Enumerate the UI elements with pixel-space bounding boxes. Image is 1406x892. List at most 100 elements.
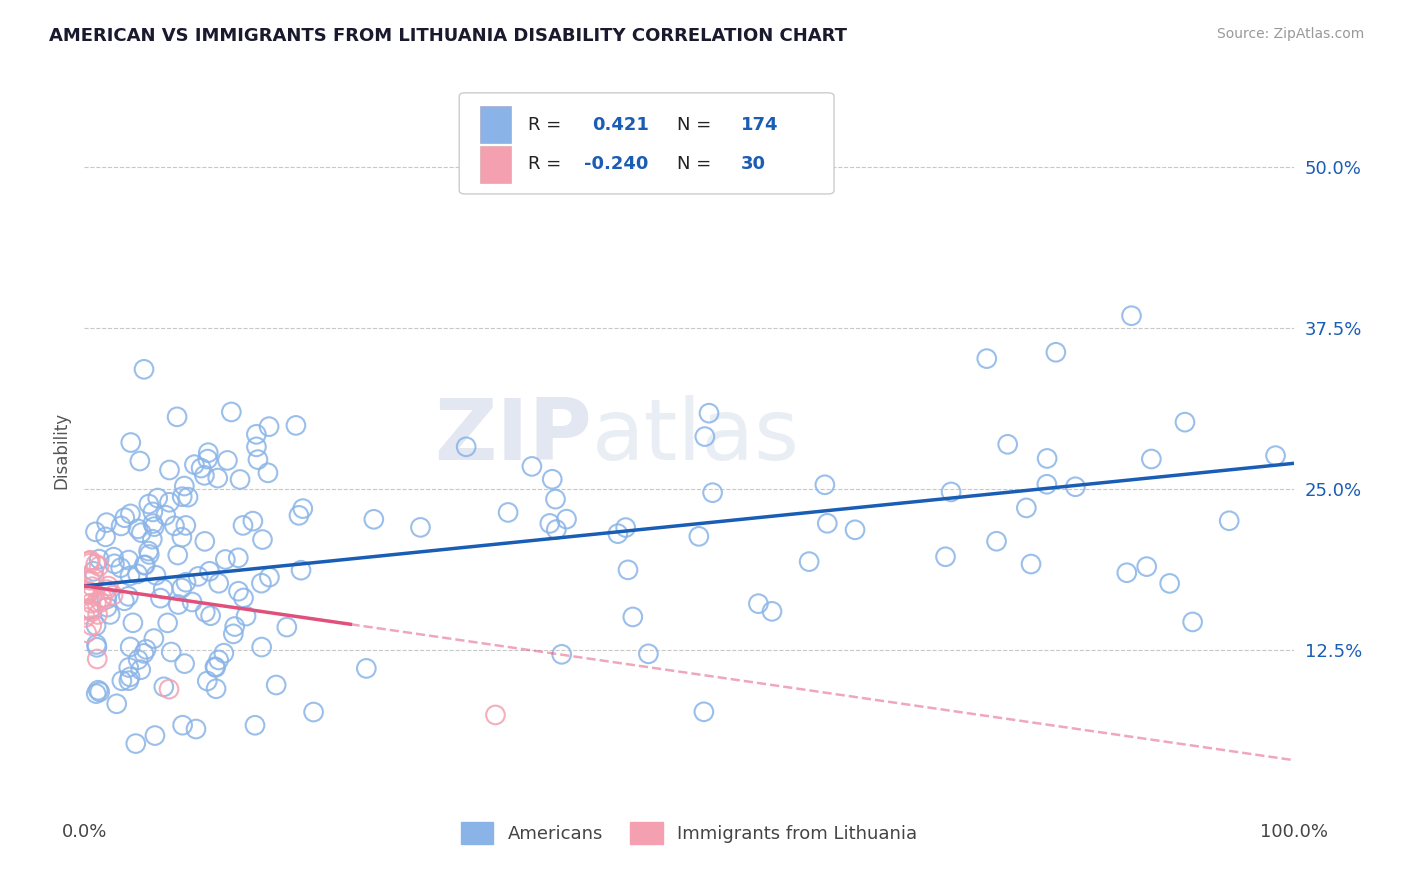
Point — [174, 575, 197, 590]
Point — [250, 576, 273, 591]
Point — [76, 587, 98, 601]
Point — [103, 550, 125, 565]
Point — [86, 640, 108, 655]
Point — [1159, 576, 1181, 591]
Point — [118, 670, 141, 684]
Point — [118, 660, 141, 674]
Point — [90, 595, 112, 609]
Point — [1174, 415, 1197, 429]
Point — [606, 526, 628, 541]
Point — [117, 590, 139, 604]
Point — [197, 445, 219, 459]
Point — [173, 479, 195, 493]
Point — [1115, 566, 1137, 580]
Point — [170, 530, 193, 544]
Point — [157, 682, 180, 697]
Point — [1218, 514, 1240, 528]
Point — [198, 564, 221, 578]
Point — [96, 582, 118, 597]
Point — [193, 468, 215, 483]
Point — [141, 532, 163, 546]
Point — [1045, 345, 1067, 359]
Point — [997, 437, 1019, 451]
Point — [550, 648, 572, 662]
Point — [83, 564, 105, 578]
Text: 30: 30 — [741, 155, 766, 173]
Point — [1121, 309, 1143, 323]
Point — [153, 680, 176, 694]
Point — [208, 576, 231, 591]
Point — [105, 697, 128, 711]
Point — [120, 640, 142, 654]
Point — [138, 497, 160, 511]
Point — [617, 563, 640, 577]
Point — [84, 687, 107, 701]
Point — [844, 523, 866, 537]
Point — [205, 681, 228, 696]
Point — [284, 418, 307, 433]
Point — [120, 435, 142, 450]
Point — [112, 594, 135, 608]
Point — [132, 362, 155, 376]
Point — [1036, 451, 1059, 466]
Text: -0.240: -0.240 — [583, 155, 648, 173]
Point — [142, 505, 165, 519]
Point — [142, 516, 165, 531]
Point — [229, 473, 252, 487]
Point — [84, 524, 107, 539]
Point — [1264, 449, 1286, 463]
Point — [86, 607, 108, 622]
Point — [145, 568, 167, 582]
Point — [110, 561, 132, 575]
Point — [761, 604, 783, 618]
Point — [79, 574, 101, 588]
Point — [242, 514, 264, 528]
Point — [228, 584, 250, 599]
Point — [125, 737, 148, 751]
Point — [538, 516, 561, 531]
Point — [111, 673, 134, 688]
Point — [87, 559, 110, 574]
Point — [484, 708, 506, 723]
Point — [976, 351, 998, 366]
Text: 0.421: 0.421 — [592, 116, 650, 134]
Point — [149, 591, 172, 606]
Point — [555, 512, 578, 526]
Point — [190, 461, 212, 475]
Point — [143, 519, 166, 533]
Point — [166, 548, 188, 562]
Text: N =: N = — [676, 116, 711, 134]
Point — [814, 477, 837, 491]
Point — [155, 508, 177, 523]
Point — [96, 516, 118, 530]
Point — [127, 522, 149, 536]
Point — [693, 429, 716, 443]
Point — [114, 510, 136, 524]
Bar — [479, 145, 512, 183]
Point — [291, 501, 314, 516]
Point — [246, 452, 269, 467]
Point — [84, 557, 107, 571]
Point — [97, 579, 120, 593]
Point — [259, 570, 281, 584]
Point — [200, 608, 222, 623]
Text: N =: N = — [676, 155, 711, 173]
Point — [80, 618, 103, 632]
Point — [1064, 480, 1087, 494]
Point — [79, 603, 101, 617]
Point — [1136, 559, 1159, 574]
Point — [138, 544, 160, 558]
Point — [129, 663, 152, 677]
Point — [621, 610, 644, 624]
Legend: Americans, Immigrants from Lithuania: Americans, Immigrants from Lithuania — [451, 814, 927, 854]
Point — [98, 607, 121, 622]
Point — [91, 591, 114, 605]
Point — [702, 485, 724, 500]
Point — [221, 405, 243, 419]
Point — [122, 615, 145, 630]
Point — [302, 705, 325, 719]
Point — [132, 647, 155, 661]
Point — [87, 683, 110, 698]
Point — [214, 552, 236, 566]
Point — [96, 600, 118, 615]
